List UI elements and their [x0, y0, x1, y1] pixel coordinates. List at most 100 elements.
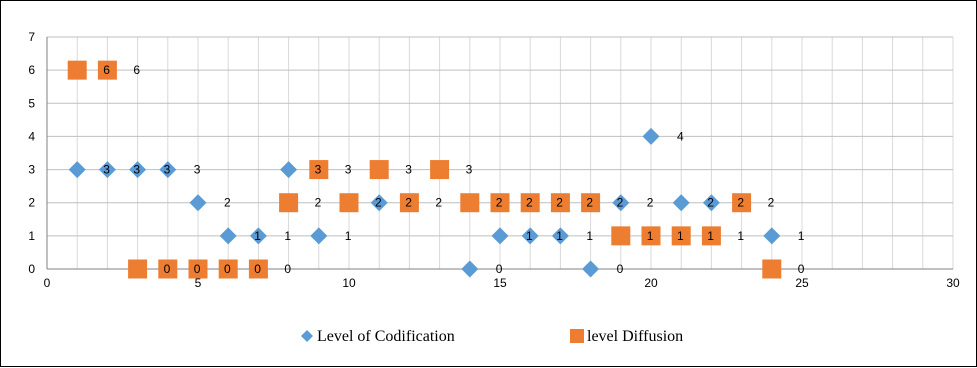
diffusion-data-label: 6: [133, 63, 140, 77]
diffusion-data-label: 2: [617, 196, 624, 210]
diffusion-point: [490, 193, 510, 213]
codification-point: [159, 161, 177, 179]
diffusion-data-label: 0: [254, 262, 261, 276]
diffusion-point: [732, 193, 752, 213]
diffusion-point: [248, 259, 268, 279]
y-tick-label: 2: [28, 196, 35, 210]
x-tick-label: 10: [342, 276, 356, 290]
diffusion-point: [430, 160, 450, 180]
diffusion-point: [369, 160, 389, 180]
codification-data-label: 0: [496, 262, 503, 276]
codification-data-label: 3: [164, 163, 171, 177]
legend-codification-label: Level of Codification: [317, 328, 455, 345]
diffusion-point: [279, 193, 299, 213]
diffusion-data-label: 2: [556, 196, 563, 210]
codification-point: [612, 194, 630, 212]
diffusion-data-label: 0: [798, 262, 805, 276]
codification-point: [702, 194, 720, 212]
diffusion-data-label: 1: [737, 229, 744, 243]
diffusion-point: [218, 259, 238, 279]
diffusion-point: [762, 259, 782, 279]
diffusion-point: [701, 226, 721, 246]
data-labels: 3 3 3 3 2 1 1 3 1 2 0 1 1 1 0 2 4 2 2 1 6 6 0 0 0 0 0 2 3 2 3 2 3 2 2 2 2 2 1 1…: [103, 63, 805, 276]
codification-data-label: 1: [798, 229, 805, 243]
codification-data-label: 1: [526, 229, 533, 243]
y-tick-label: 3: [28, 163, 35, 177]
y-tick-label: 1: [28, 229, 35, 243]
diffusion-data-label: 2: [496, 196, 503, 210]
diffusion-data-label: 2: [586, 196, 593, 210]
diffusion-data-label: 0: [194, 262, 201, 276]
x-tick-label: 5: [195, 276, 202, 290]
codification-point: [189, 194, 207, 212]
codification-data-label: 2: [405, 196, 412, 210]
codification-point: [129, 161, 147, 179]
codification-point: [461, 260, 479, 278]
x-tick-label: 25: [795, 276, 809, 290]
diffusion-data-label: 1: [647, 229, 654, 243]
codification-point: [672, 194, 690, 212]
diffusion-data-label: 3: [405, 163, 412, 177]
codification-data-label: 3: [133, 163, 140, 177]
codification-point: [68, 161, 86, 179]
diffusion-point: [188, 259, 208, 279]
diffusion-point: [97, 60, 117, 80]
codification-point: [280, 161, 298, 179]
diffusion-point: [158, 259, 178, 279]
codification-point: [219, 227, 237, 245]
codification-data-label: 1: [284, 229, 291, 243]
diffusion-data-label: 6: [103, 63, 110, 77]
codification-point: [763, 227, 781, 245]
codification-point: [642, 127, 660, 145]
diffusion-data-label: 0: [284, 262, 291, 276]
codification-data-label: 3: [194, 163, 201, 177]
codification-point: [370, 194, 388, 212]
diffusion-point: [128, 259, 148, 279]
diffusion-point: [550, 193, 570, 213]
codification-point: [551, 227, 569, 245]
legend-codification-marker: [301, 330, 313, 342]
codification-data-label: 2: [224, 196, 231, 210]
y-tick-label: 4: [28, 129, 35, 143]
diffusion-point: [520, 193, 540, 213]
diffusion-point: [611, 226, 631, 246]
codification-data-label: 1: [556, 229, 563, 243]
diffusion-point: [399, 193, 419, 213]
codification-point: [491, 227, 509, 245]
codification-point: [98, 161, 116, 179]
diffusion-data-label: 2: [768, 196, 775, 210]
x-tick-label: 30: [946, 276, 960, 290]
data-markers: [67, 60, 782, 279]
legend: Level of Codification level Diffusion: [301, 328, 683, 345]
diffusion-data-label: 3: [466, 163, 473, 177]
diffusion-point: [581, 193, 601, 213]
diffusion-data-label: 2: [435, 196, 442, 210]
legend-diffusion-marker: [570, 329, 584, 343]
x-tick-label: 15: [493, 276, 507, 290]
codification-data-label: 1: [254, 229, 261, 243]
codification-data-label: 4: [677, 129, 684, 143]
diffusion-point: [641, 226, 661, 246]
diffusion-point: [460, 193, 480, 213]
x-tick-label: 0: [44, 276, 51, 290]
diffusion-data-label: 2: [375, 196, 382, 210]
legend-diffusion-label: level Diffusion: [587, 328, 683, 345]
diffusion-data-label: 1: [707, 229, 714, 243]
codification-point: [310, 227, 328, 245]
y-tick-label: 6: [28, 63, 35, 77]
codification-data-label: 1: [345, 229, 352, 243]
diffusion-data-label: 0: [164, 262, 171, 276]
codification-data-label: 1: [586, 229, 593, 243]
diffusion-point: [339, 193, 359, 213]
diffusion-data-label: 1: [677, 229, 684, 243]
y-tick-label: 0: [28, 262, 35, 276]
diffusion-data-label: 2: [526, 196, 533, 210]
y-tick-label: 5: [28, 96, 35, 110]
diffusion-point: [671, 226, 691, 246]
diffusion-data-label: 0: [224, 262, 231, 276]
diffusion-point: [67, 60, 87, 80]
codification-point: [249, 227, 267, 245]
